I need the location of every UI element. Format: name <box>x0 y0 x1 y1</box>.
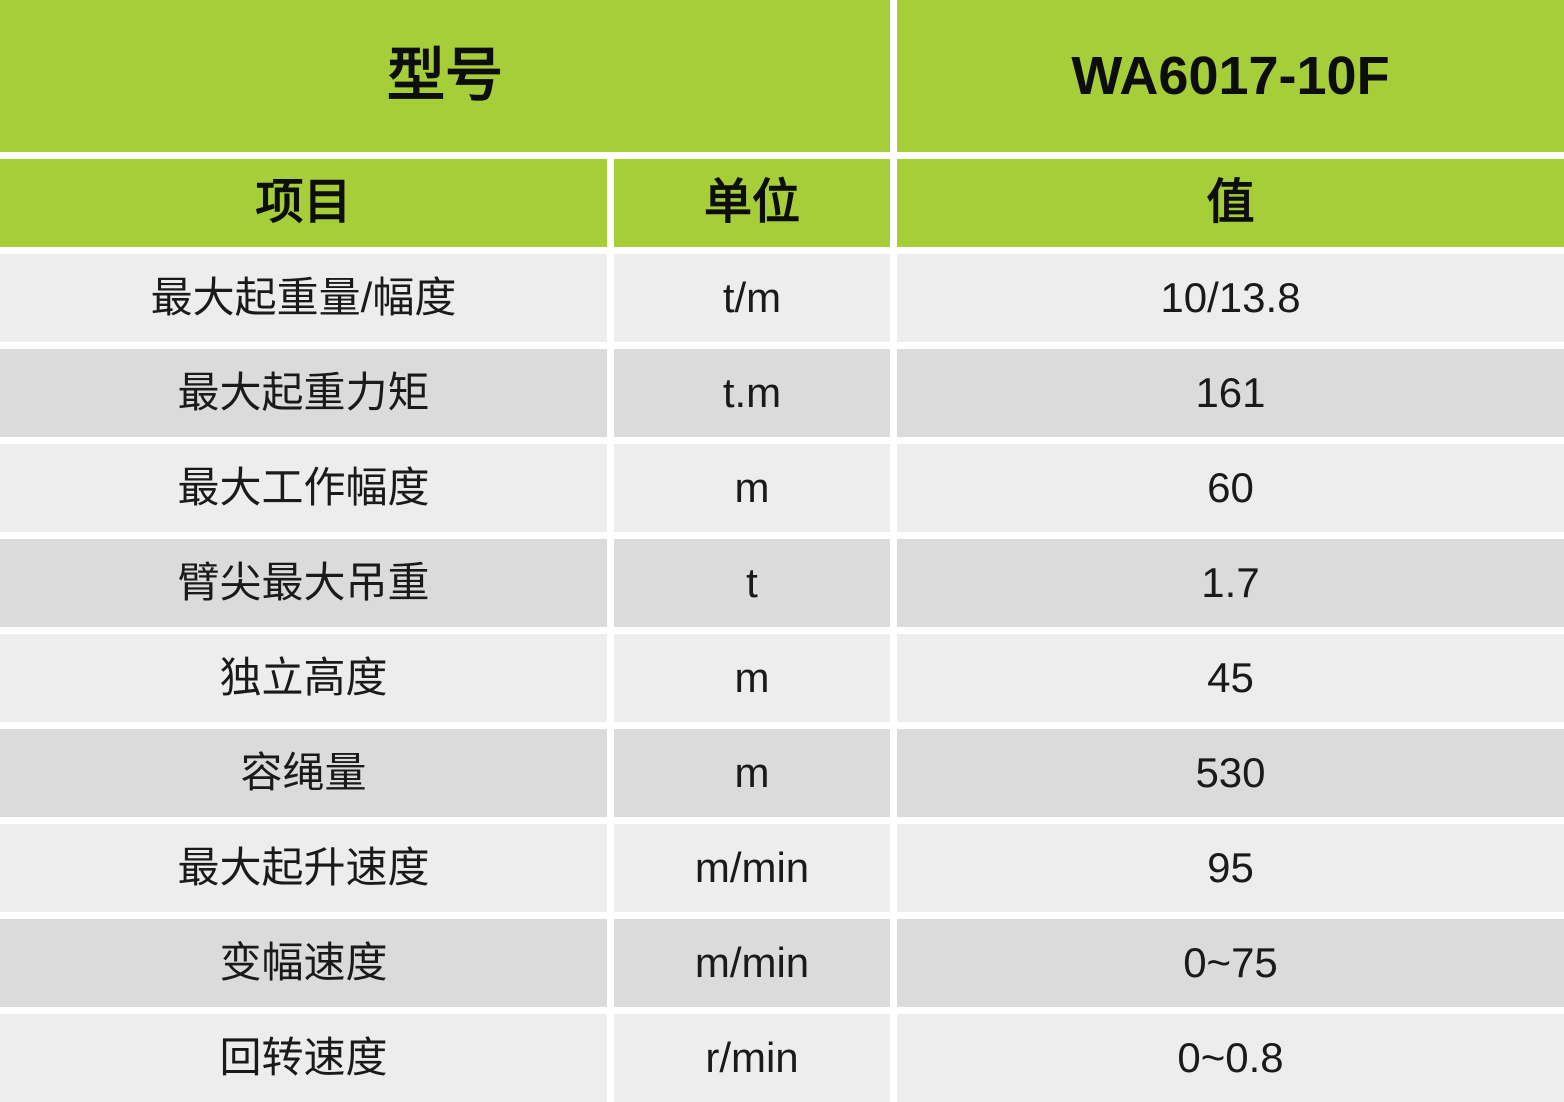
row-5-item: 独立高度 <box>0 634 607 722</box>
row-2-value: 161 <box>897 349 1564 437</box>
row-6-item: 容绳量 <box>0 729 607 817</box>
row-1-unit: t/m <box>614 254 890 342</box>
row-1-value: 10/13.8 <box>897 254 1564 342</box>
row-8-unit: m/min <box>614 919 890 1007</box>
row-4-unit: t <box>614 539 890 627</box>
row-4-item: 臂尖最大吊重 <box>0 539 607 627</box>
row-9-value: 0~0.8 <box>897 1014 1564 1102</box>
model-header-label: 型号 <box>0 0 890 152</box>
row-2-item: 最大起重力矩 <box>0 349 607 437</box>
row-9-unit: r/min <box>614 1014 890 1102</box>
row-8-value: 0~75 <box>897 919 1564 1007</box>
row-2-unit: t.m <box>614 349 890 437</box>
row-4-value: 1.7 <box>897 539 1564 627</box>
row-9-item: 回转速度 <box>0 1014 607 1102</box>
row-5-value: 45 <box>897 634 1564 722</box>
column-header-value: 值 <box>897 159 1564 247</box>
row-7-value: 95 <box>897 824 1564 912</box>
row-3-item: 最大工作幅度 <box>0 444 607 532</box>
row-1-item: 最大起重量/幅度 <box>0 254 607 342</box>
row-3-value: 60 <box>897 444 1564 532</box>
row-3-unit: m <box>614 444 890 532</box>
row-5-unit: m <box>614 634 890 722</box>
model-header-value: WA6017-10F <box>897 0 1564 152</box>
row-6-value: 530 <box>897 729 1564 817</box>
row-7-unit: m/min <box>614 824 890 912</box>
column-header-unit: 单位 <box>614 159 890 247</box>
row-8-item: 变幅速度 <box>0 919 607 1007</box>
row-7-item: 最大起升速度 <box>0 824 607 912</box>
row-6-unit: m <box>614 729 890 817</box>
column-header-item: 项目 <box>0 159 607 247</box>
